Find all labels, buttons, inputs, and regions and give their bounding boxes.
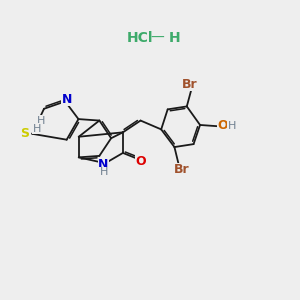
Text: H: H xyxy=(100,167,108,177)
Text: O: O xyxy=(135,155,146,168)
Text: O: O xyxy=(218,119,228,132)
Text: N: N xyxy=(62,93,72,106)
Text: H: H xyxy=(228,121,236,131)
Text: HCl: HCl xyxy=(126,31,153,45)
Text: Br: Br xyxy=(182,78,198,91)
Text: Br: Br xyxy=(174,163,189,176)
Text: —: — xyxy=(151,31,164,45)
Text: N: N xyxy=(98,158,109,171)
Text: H: H xyxy=(169,31,181,45)
Text: S: S xyxy=(20,127,29,140)
Text: H: H xyxy=(37,116,45,126)
Text: H: H xyxy=(33,124,41,134)
